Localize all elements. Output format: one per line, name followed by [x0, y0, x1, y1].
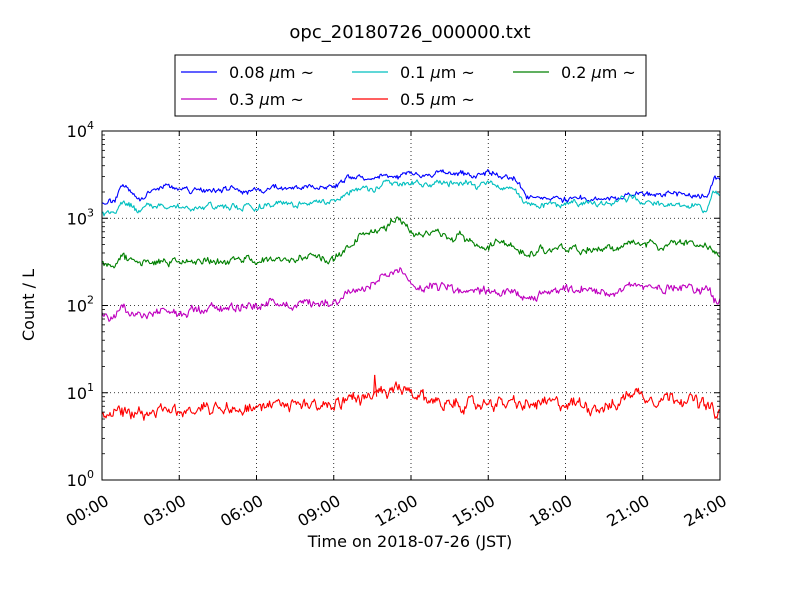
x-axis-label: Time on 2018-07-26 (JST)	[307, 532, 512, 551]
legend-label: 0.3 μm ~	[229, 90, 304, 109]
series-line	[101, 381, 721, 421]
y-tick-label: 103	[67, 206, 94, 228]
y-tick-labels: 100 101 102 103 104	[67, 119, 94, 490]
series-spike	[374, 374, 378, 397]
series-line	[101, 169, 721, 205]
series-line	[101, 216, 721, 269]
y-axis-label: Count / L	[19, 269, 38, 341]
y-tick-label: 101	[67, 381, 94, 403]
legend-label: 0.2 μm ~	[561, 63, 636, 82]
legend: 0.08 μm ~ 0.1 μm ~ 0.2 μm ~ 0.3 μm ~ 0.5 μm …	[174, 54, 647, 117]
legend-label: 0.1 μm ~	[400, 63, 475, 82]
chart-title: opc_20180726_000000.txt	[289, 22, 530, 43]
y-tick-label: 100	[67, 468, 94, 490]
series-line	[101, 267, 721, 322]
legend-label: 0.08 μm ~	[229, 63, 314, 82]
legend-box	[174, 54, 647, 117]
legend-items: 0.08 μm ~ 0.1 μm ~ 0.2 μm ~ 0.3 μm ~ 0.5 μm …	[181, 63, 636, 109]
series-line	[101, 179, 721, 217]
axis-ticks	[101, 130, 721, 481]
y-tick-label: 102	[67, 294, 94, 316]
grid-lines	[102, 131, 720, 480]
series-lines	[101, 169, 721, 421]
legend-label: 0.5 μm ~	[400, 90, 475, 109]
y-tick-label: 104	[67, 119, 94, 141]
